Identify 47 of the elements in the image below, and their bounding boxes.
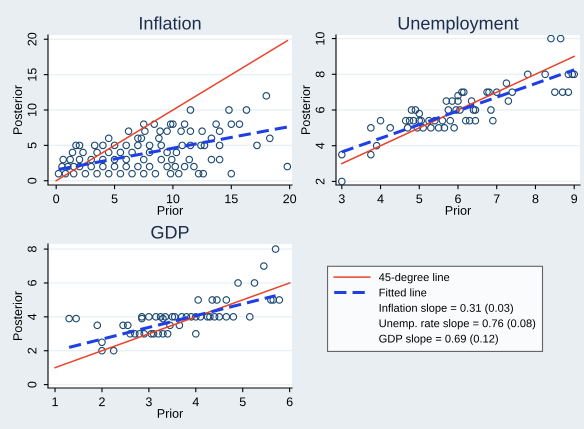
y-tick-label: 15 [28, 68, 36, 81]
y-tick-label: 10 [28, 104, 36, 116]
x-tick-label: 3 [338, 194, 345, 204]
x-tick-label: 6 [455, 194, 461, 204]
y-tick-label: 8 [316, 71, 324, 78]
chart-title: Unemployment [398, 16, 519, 34]
y-tick-label: 8 [28, 246, 36, 252]
chart-title: GDP [151, 226, 189, 239]
x-tick-label: 7 [494, 194, 500, 204]
x-tick-label: 20 [283, 194, 296, 204]
y-tick-label: 2 [316, 178, 324, 184]
x-tick-label: 1 [52, 397, 58, 406]
text: Unemp. rate slope = 0.76 (0.08) [380, 319, 536, 330]
x-tick-label: 4 [377, 194, 384, 204]
x-tick-label: 5 [416, 194, 422, 204]
x-axis-title: Prior [446, 206, 471, 215]
x-tick-label: 4 [192, 397, 199, 406]
x-axis-title: Prior [158, 206, 183, 215]
text: GDP slope = 0.69 (0.12) [379, 334, 498, 345]
y-tick-label: 5 [28, 142, 36, 148]
legend-label: 45-degree line [378, 272, 450, 284]
y-tick-label: 20 [28, 32, 36, 46]
y-tick-label: 0 [28, 382, 36, 388]
y-tick-label: 2 [28, 348, 36, 354]
y-axis-title: Posterior [12, 291, 22, 340]
x-axis-title: Prior [158, 408, 183, 418]
x-tick-label: 10 [166, 194, 180, 204]
x-tick-label: 8 [532, 194, 538, 204]
x-tick-label: 15 [225, 194, 238, 204]
legend-label: Fitted line [380, 288, 426, 297]
y-tick-label: 6 [28, 280, 36, 286]
y-axis-title: Posterior [12, 85, 22, 134]
x-tick-label: 0 [53, 194, 60, 204]
y-tick-label: 0 [28, 178, 36, 184]
y-tick-label: 10 [316, 32, 324, 45]
x-tick-label: 3 [146, 397, 152, 406]
x-tick-label: 5 [112, 194, 118, 204]
x-tick-label: 2 [99, 397, 105, 406]
x-tick-label: 6 [286, 397, 293, 406]
y-tick-label: 4 [28, 314, 36, 320]
text: Inflation slope = 0.31 (0.03) [380, 304, 513, 314]
x-tick-label: 5 [240, 397, 246, 406]
chart-title: Inflation [140, 16, 200, 30]
x-tick-label: 9 [571, 194, 578, 204]
y-axis-title: Posterior [300, 85, 310, 134]
y-tick-label: 4 [316, 142, 324, 149]
y-tick-label: 6 [316, 107, 324, 113]
